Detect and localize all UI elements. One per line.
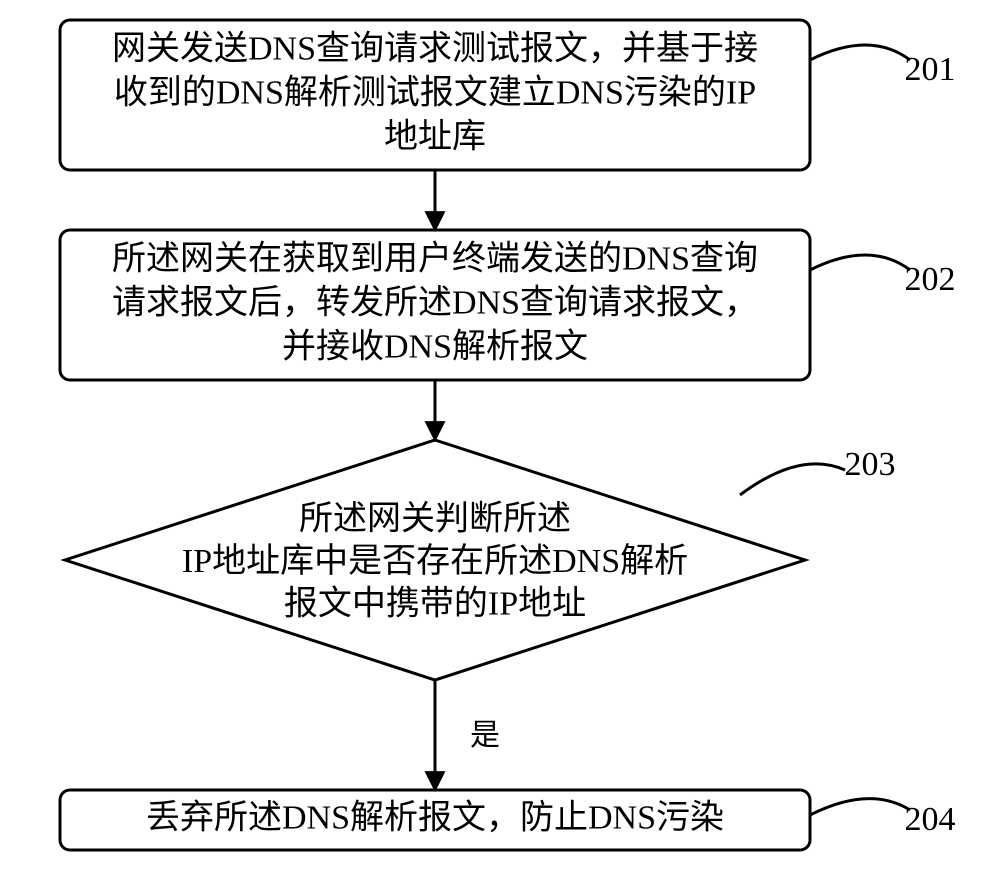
step-201-label: 201 [905, 51, 956, 88]
step-204: 丢弃所述DNS解析报文，防止DNS污染 204 [60, 790, 956, 850]
step-204-line1: 丢弃所述DNS解析报文，防止DNS污染 [146, 799, 724, 837]
edge-3-label: 是 [470, 719, 500, 752]
step-202-label: 202 [905, 261, 956, 298]
step-202-leader [810, 255, 910, 270]
step-201: 网关发送DNS查询请求测试报文，并基于接 收到的DNS解析测试报文建立DNS污染… [60, 20, 956, 170]
step-201-line2: 收到的DNS解析测试报文建立DNS污染的IP [114, 74, 756, 112]
step-202-line2: 请求报文后，转发所述DNS查询请求报文， [112, 284, 758, 322]
step-201-line1: 网关发送DNS查询请求测试报文，并基于接 [112, 29, 758, 67]
step-201-leader [810, 45, 910, 60]
step-202-line1: 所述网关在获取到用户终端发送的DNS查询 [112, 239, 758, 277]
step-204-leader [810, 799, 910, 815]
decision-203-line3: 报文中携带的IP地址 [284, 584, 586, 622]
decision-203-leader [740, 464, 845, 495]
step-201-line3: 地址库 [384, 118, 486, 156]
step-204-label: 204 [905, 801, 956, 838]
step-202-line3: 并接收DNS解析报文 [282, 328, 588, 366]
decision-203-line2: IP地址库中是否存在所述DNS解析 [182, 542, 688, 580]
decision-203-label: 203 [845, 446, 896, 483]
decision-203-line1: 所述网关判断所述 [299, 499, 571, 537]
step-202: 所述网关在获取到用户终端发送的DNS查询 请求报文后，转发所述DNS查询请求报文… [60, 230, 956, 380]
decision-203: 所述网关判断所述 IP地址库中是否存在所述DNS解析 报文中携带的IP地址 20… [65, 440, 896, 680]
